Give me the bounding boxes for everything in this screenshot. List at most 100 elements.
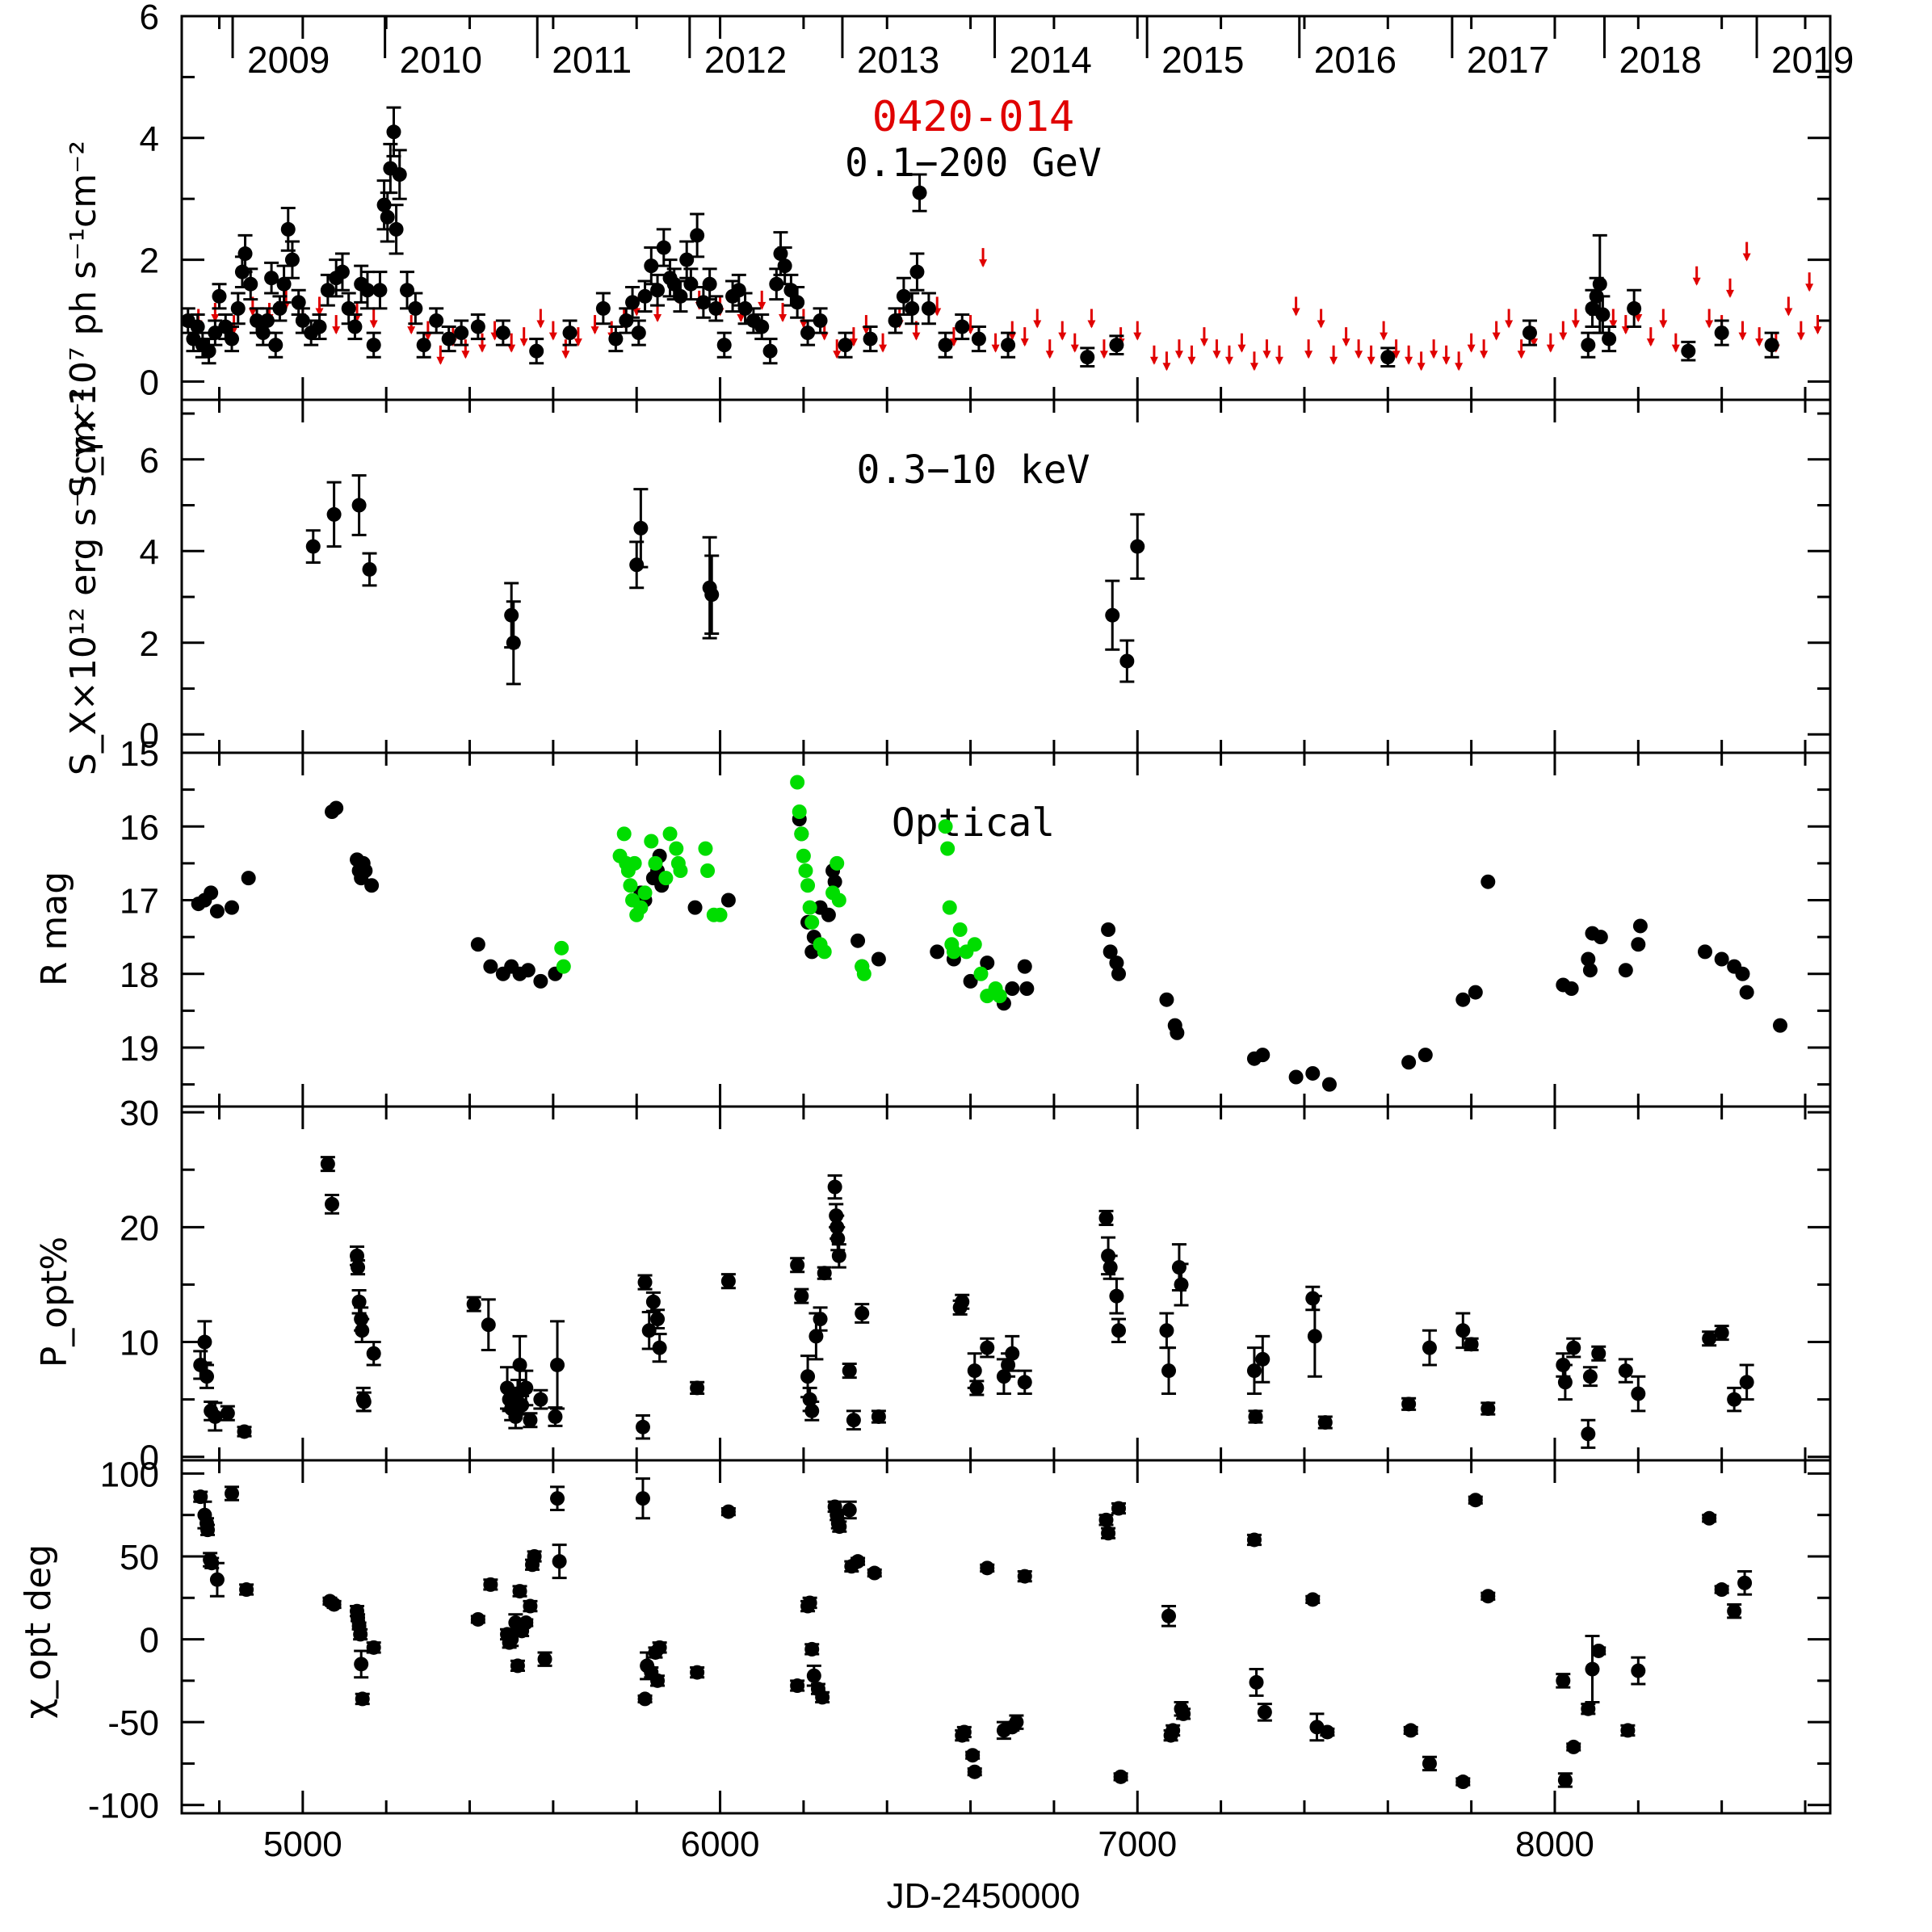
data-point [1317, 1415, 1333, 1430]
year-label: 2014 [1010, 39, 1092, 81]
data-point [690, 1380, 705, 1396]
data-point [967, 1363, 982, 1379]
data-point [644, 834, 659, 849]
data-point [1566, 1739, 1581, 1754]
data-point [888, 313, 903, 328]
data-point [631, 326, 646, 341]
data-point [704, 587, 720, 603]
upper-limit-marker [979, 248, 988, 268]
data-point [366, 1346, 381, 1361]
upper-limit-head [1646, 338, 1655, 347]
x-axis-label: JD-2450000 [887, 1876, 1081, 1916]
upper-limit-marker [1380, 321, 1388, 341]
data-point [637, 1691, 653, 1707]
upper-limit-marker [1329, 345, 1338, 365]
upper-limit-head [1187, 356, 1196, 365]
y-tick-label: 0 [140, 363, 159, 402]
data-point [1602, 331, 1617, 346]
upper-limit-marker [436, 345, 445, 365]
data-point [212, 288, 227, 304]
panel-frame [180, 1459, 1832, 1815]
upper-limit-head [573, 338, 582, 347]
upper-limit-marker [561, 339, 570, 359]
data-point [356, 1394, 372, 1409]
data-point [712, 907, 728, 922]
upper-limit-marker [536, 309, 545, 329]
data-point [533, 1392, 548, 1407]
data-point [637, 288, 653, 304]
data-point [832, 1519, 847, 1535]
data-point [830, 1231, 846, 1246]
upper-limit-marker [1033, 309, 1042, 329]
data-point [1017, 1569, 1032, 1584]
data-point [209, 1572, 225, 1587]
data-point [1631, 1663, 1646, 1678]
upper-limit-head [332, 326, 341, 335]
upper-limit-head [1634, 313, 1643, 322]
data-point [623, 878, 638, 893]
y-axis-label: S_γ×10⁷ ph s⁻¹cm⁻² [63, 141, 104, 498]
data-point [533, 973, 548, 989]
data-point [650, 1673, 666, 1688]
upper-limit-head [1480, 351, 1489, 359]
data-point [291, 295, 306, 310]
data-point [552, 1554, 567, 1569]
data-point [1305, 1592, 1321, 1607]
data-point [1422, 1756, 1437, 1771]
data-point [481, 1317, 496, 1333]
upper-limit-head [461, 351, 470, 359]
data-point [193, 1489, 208, 1505]
year-label: 2019 [1771, 39, 1854, 81]
data-point [827, 874, 842, 889]
y-tick-label: 16 [120, 808, 159, 847]
upper-limit-head [737, 313, 746, 322]
upper-limit-head [1559, 332, 1568, 341]
y-axis-label: P_opt% [34, 1237, 75, 1367]
data-point [737, 300, 753, 316]
data-point [562, 326, 578, 341]
data-point [813, 313, 828, 328]
upper-limit-head [1058, 332, 1067, 341]
data-point [519, 1615, 534, 1631]
data-point [896, 288, 911, 304]
y-tick-label: 18 [120, 956, 159, 995]
data-point [380, 209, 395, 225]
upper-limit-marker [1705, 309, 1714, 329]
upper-limit-marker [1571, 309, 1580, 329]
data-point [850, 933, 866, 948]
upper-limit-head [632, 308, 641, 317]
data-point [1581, 338, 1596, 353]
data-point [1098, 1210, 1114, 1225]
y-tick-label: 10 [120, 1324, 159, 1363]
upper-limit-marker [315, 296, 324, 317]
upper-limit-head [1329, 356, 1338, 365]
upper-limit-head [779, 313, 788, 322]
data-point [351, 1294, 367, 1309]
upper-limit-head [1045, 351, 1054, 359]
data-point [940, 841, 956, 856]
data-point [1171, 1260, 1186, 1275]
upper-limit-head [1692, 277, 1701, 286]
data-point [921, 300, 936, 316]
upper-limit-head [1755, 338, 1764, 347]
upper-limit-marker [519, 327, 528, 347]
data-point [1737, 1575, 1753, 1590]
data-point [429, 313, 444, 328]
upper-limit-head [1237, 344, 1246, 353]
data-point [627, 855, 642, 871]
data-point [669, 841, 684, 856]
year-label: 2009 [247, 39, 330, 81]
data-point [400, 283, 415, 298]
data-point [510, 1658, 525, 1674]
data-point [495, 326, 510, 341]
data-point [965, 1748, 981, 1763]
data-point [800, 878, 816, 893]
x-tick-label: 7000 [1098, 1825, 1177, 1864]
data-point [1468, 985, 1483, 1000]
upper-limit-head [1070, 344, 1079, 353]
panel-frame [180, 1105, 1832, 1462]
upper-limit-marker [1392, 339, 1401, 359]
data-point [769, 276, 784, 292]
data-point [796, 848, 811, 863]
data-point [625, 295, 640, 310]
